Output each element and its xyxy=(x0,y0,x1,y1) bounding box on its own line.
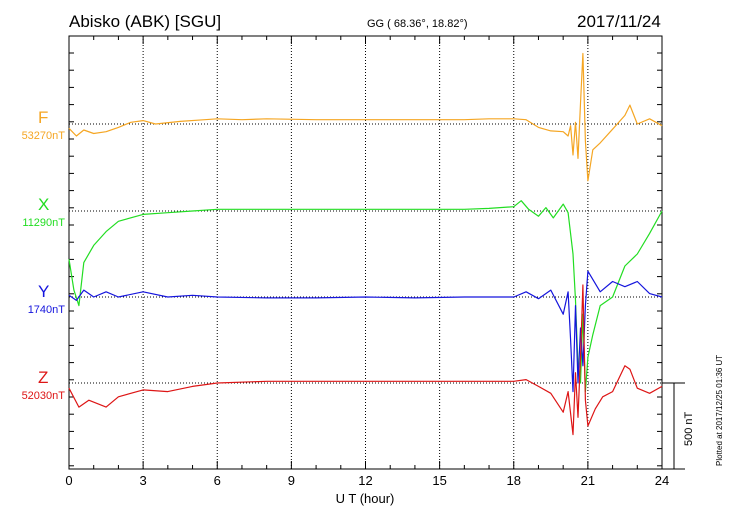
series-label-z: Z xyxy=(38,368,49,387)
x-tick-label: 6 xyxy=(213,473,221,488)
series-line-y xyxy=(68,270,663,393)
scale-bar xyxy=(662,382,685,470)
axis-ticks xyxy=(68,36,663,469)
x-tick-label: 21 xyxy=(580,473,596,488)
series-line-f xyxy=(68,52,663,182)
series-label-f: F xyxy=(38,108,49,127)
series-line-x xyxy=(68,200,663,393)
baseline-label-f: 53270nT xyxy=(21,130,65,142)
x-tick-label: 9 xyxy=(287,473,295,488)
station-coordinates: GG ( 68.36°, 18.82°) xyxy=(367,18,468,30)
x-tick-label: 24 xyxy=(654,473,670,488)
scale-bar-label: 500 nT xyxy=(683,411,695,446)
baseline-label-z: 52030nT xyxy=(21,390,65,402)
data-series xyxy=(68,52,663,436)
station-title: Abisko (ABK) [SGU] xyxy=(69,12,222,31)
baseline-label-x: 11290nT xyxy=(22,217,65,229)
x-tick-label: 15 xyxy=(432,473,447,488)
plot-date: 2017/11/24 xyxy=(577,12,661,31)
grid xyxy=(69,36,662,469)
series-label-y: Y xyxy=(38,282,50,301)
x-tick-label: 0 xyxy=(65,473,73,488)
x-axis-title: U T (hour) xyxy=(335,491,395,506)
plotted-timestamp: Plotted at 2017/12/25 01:36 UT xyxy=(715,354,724,466)
series-label-x: X xyxy=(38,195,50,214)
series-line-z xyxy=(68,284,663,436)
x-tick-label: 3 xyxy=(139,473,147,488)
baseline-label-y: 1740nT xyxy=(27,304,65,316)
x-tick-label: 12 xyxy=(358,473,373,488)
x-tick-label: 18 xyxy=(506,473,521,488)
